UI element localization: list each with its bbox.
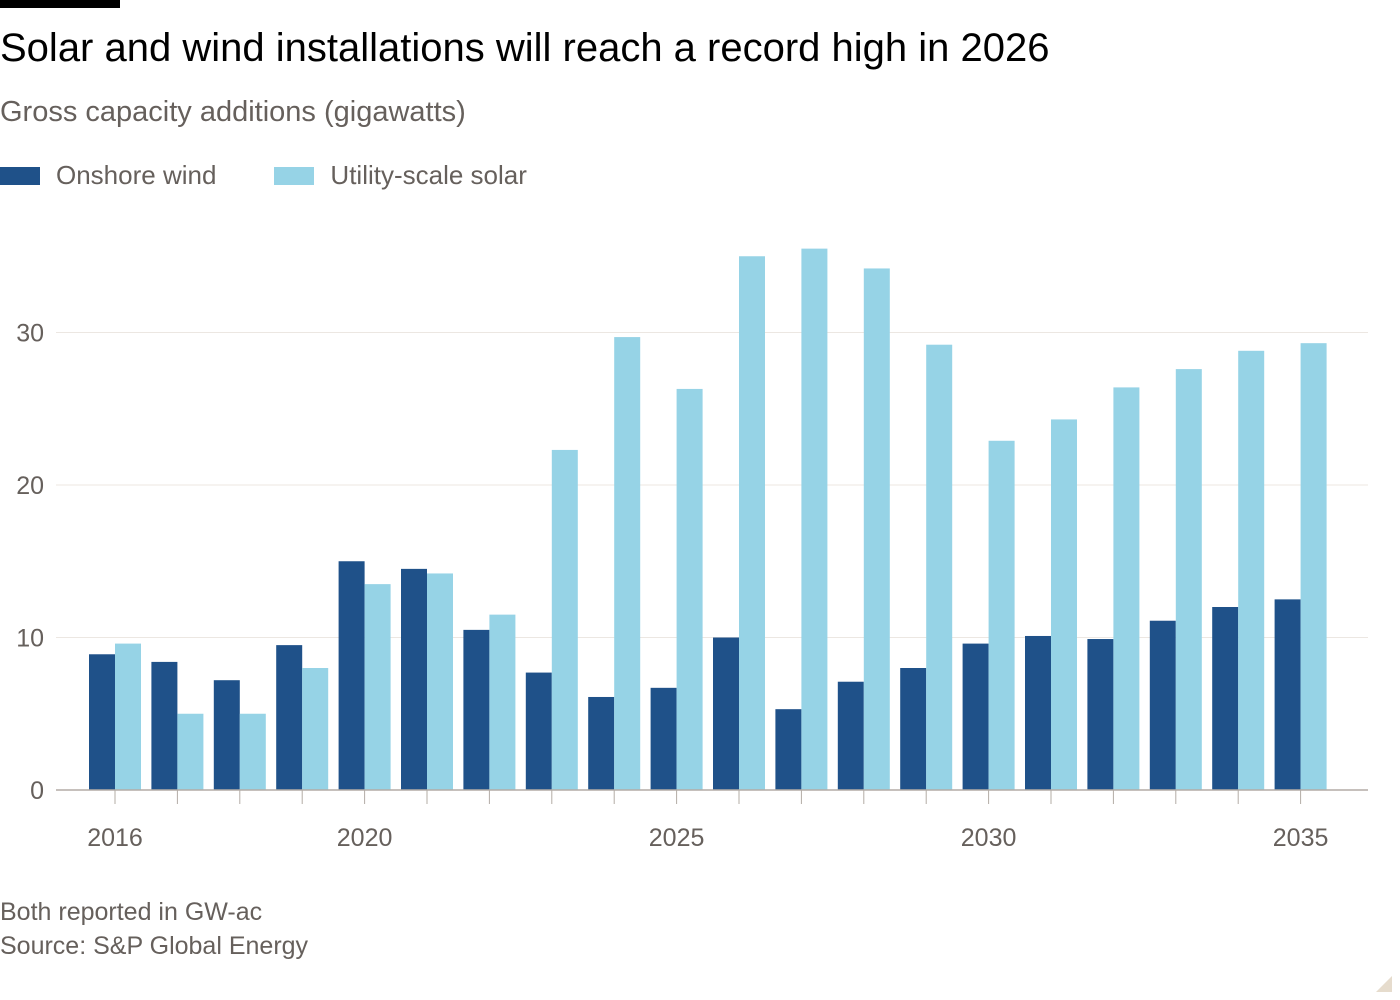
bar-onshore-wind (900, 668, 927, 790)
chart-title: Solar and wind installations will reach … (0, 26, 1050, 70)
chart-legend: Onshore wind Utility-scale solar (0, 160, 585, 191)
bar-onshore-wind (1149, 620, 1176, 790)
legend-swatch-onshore-wind (0, 166, 40, 185)
bar-onshore-wind (525, 672, 552, 790)
y-tick-label: 20 (16, 472, 44, 500)
bar-utility-scale-solar (364, 584, 391, 790)
bar-onshore-wind (837, 681, 864, 790)
chart-source: Source: S&P Global Energy (0, 932, 309, 960)
bar-utility-scale-solar (988, 440, 1015, 790)
legend-label-utility-scale-solar: Utility-scale solar (330, 160, 527, 190)
bar-onshore-wind (713, 637, 739, 790)
x-tick-label: 2025 (649, 824, 705, 852)
bar-onshore-wind (1087, 639, 1114, 790)
bar-utility-scale-solar (801, 248, 828, 790)
bar-onshore-wind (1025, 635, 1051, 790)
bar-onshore-wind (588, 696, 615, 790)
y-tick-label: 30 (16, 320, 44, 348)
bar-utility-scale-solar (1175, 369, 1202, 790)
bar-utility-scale-solar (676, 388, 703, 790)
brand-bar (0, 0, 120, 8)
bar-utility-scale-solar (177, 713, 204, 790)
bar-utility-scale-solar (427, 573, 453, 790)
legend-label-onshore-wind: Onshore wind (56, 160, 217, 190)
bar-onshore-wind (213, 680, 240, 790)
bar-utility-scale-solar (1113, 387, 1140, 790)
x-tick-label: 2016 (87, 824, 143, 852)
bar-utility-scale-solar (239, 713, 266, 790)
bar-onshore-wind (650, 687, 677, 790)
bar-utility-scale-solar (614, 337, 641, 790)
bar-utility-scale-solar (551, 449, 578, 790)
legend-item-utility-scale-solar: Utility-scale solar (274, 160, 527, 191)
legend-item-onshore-wind: Onshore wind (0, 160, 216, 191)
bar-utility-scale-solar (739, 256, 765, 790)
bar-onshore-wind (151, 661, 178, 790)
x-tick-label: 2020 (337, 824, 393, 852)
bar-onshore-wind (1274, 599, 1301, 790)
bar-onshore-wind (401, 568, 427, 790)
bar-utility-scale-solar (1051, 419, 1077, 790)
bar-utility-scale-solar (115, 643, 141, 790)
y-tick-label: 10 (16, 625, 44, 653)
bar-utility-scale-solar (863, 268, 890, 790)
bar-utility-scale-solar (302, 668, 329, 790)
bar-utility-scale-solar (926, 344, 953, 790)
bar-utility-scale-solar (1238, 350, 1265, 790)
x-tick-label: 2030 (961, 824, 1017, 852)
chart-note: Both reported in GW-ac (0, 898, 263, 926)
bar-onshore-wind (1212, 607, 1239, 790)
bar-onshore-wind (276, 645, 303, 790)
legend-swatch-utility-scale-solar (274, 166, 315, 185)
bar-onshore-wind (775, 709, 802, 790)
bar-onshore-wind (962, 643, 989, 790)
bar-utility-scale-solar (1300, 343, 1327, 790)
bar-onshore-wind (89, 654, 115, 790)
y-tick-label: 0 (30, 777, 44, 805)
x-tick-label: 2035 (1273, 824, 1329, 852)
bar-utility-scale-solar (489, 614, 516, 790)
bar-onshore-wind (338, 561, 365, 790)
corner-mark (1376, 976, 1392, 992)
chart-subtitle: Gross capacity additions (gigawatts) (0, 96, 466, 128)
bar-onshore-wind (463, 629, 490, 790)
